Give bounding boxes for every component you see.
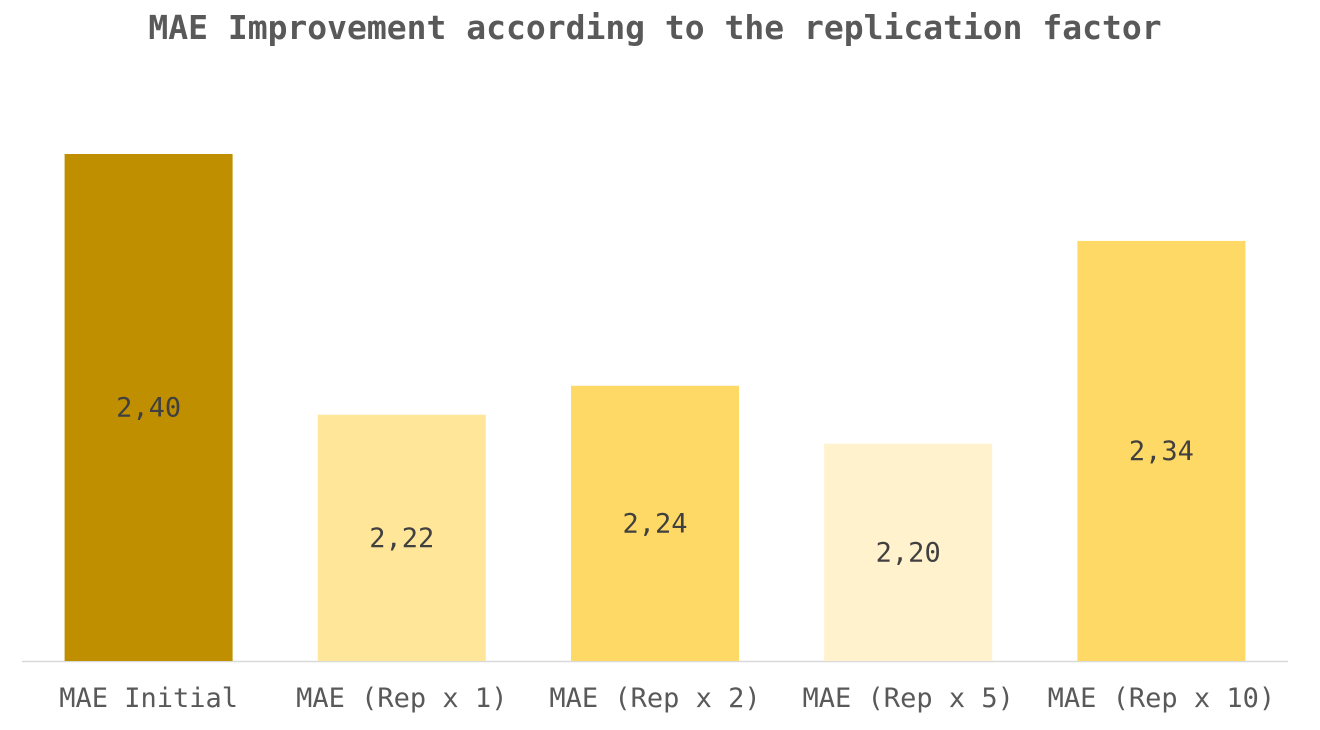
bar-1	[64, 154, 233, 661]
x-tick-label-5: MAE (Rep x 10)	[1048, 683, 1276, 714]
data-label-4: 2,20	[876, 537, 941, 568]
x-tick-label-4: MAE (Rep x 5)	[803, 683, 1014, 714]
bar-3	[571, 385, 739, 661]
x-tick-label-2: MAE (Rep x 1)	[296, 683, 507, 714]
chart-title: MAE Improvement according to the replica…	[148, 8, 1162, 47]
x-tick-label-3: MAE (Rep x 2)	[549, 683, 760, 714]
x-tick-label-1: MAE Initial	[59, 683, 238, 714]
bar-2	[317, 414, 486, 661]
data-label-2: 2,22	[369, 523, 434, 554]
data-label-1: 2,40	[116, 393, 181, 424]
data-label-5: 2,34	[1129, 436, 1194, 467]
bar-5	[1077, 240, 1246, 661]
data-label-3: 2,24	[622, 508, 687, 539]
bar-4	[824, 443, 993, 661]
